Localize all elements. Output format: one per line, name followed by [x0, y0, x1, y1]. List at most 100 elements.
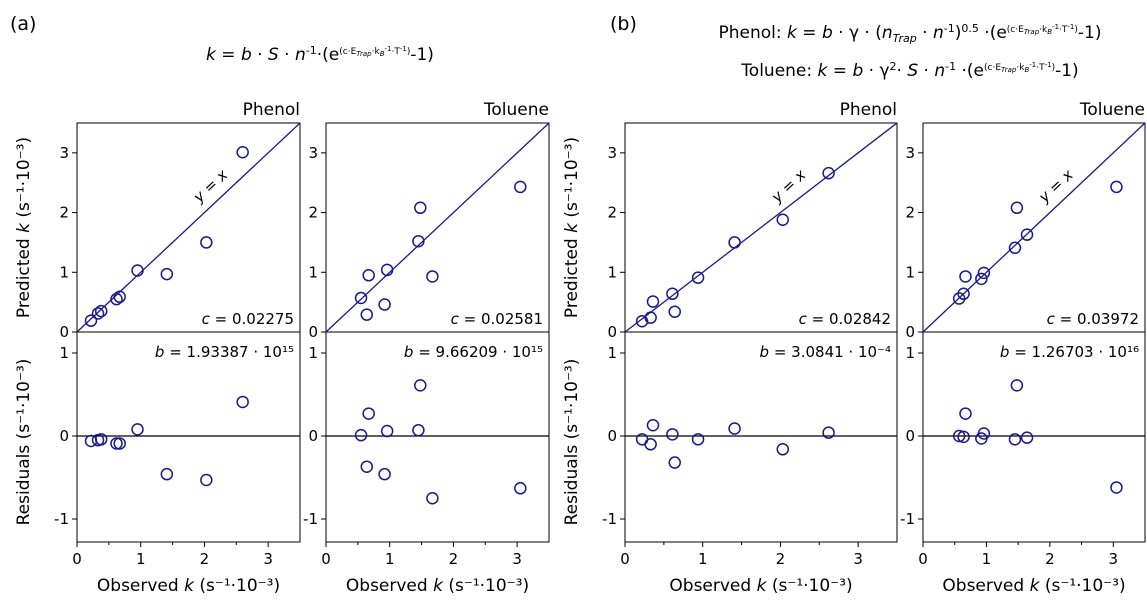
identity-line [922, 122, 1146, 333]
residual-point [728, 422, 741, 435]
equation: k = b · S · n-1·(e(c·ETrap·kB-1·T-1)-1) [206, 44, 434, 65]
residual-point [514, 482, 527, 495]
x-tick-label: 1 [385, 550, 395, 568]
predicted-point [1008, 241, 1022, 255]
y-tick-label: 1 [905, 344, 915, 362]
subplot-title: Phenol [243, 100, 300, 120]
subplot-a-toluene: Toluene c = 0.02581 b = 9.66209 · 10¹⁵ 0 1 2 3… [303, 100, 550, 596]
predicted-point [977, 266, 991, 280]
residual-point [360, 460, 374, 473]
y-tick-label: 1 [607, 344, 617, 362]
residual-point [362, 407, 375, 420]
y-tick-label: 0 [607, 427, 617, 445]
b-parameter-label: b = 9.66209 · 10¹⁵ [404, 343, 543, 361]
y-axis-label-residuals: Residuals (s⁻¹·10⁻³) [562, 359, 582, 526]
predicted-point [644, 311, 657, 324]
residual-point [94, 433, 108, 446]
y-tick-label: -1 [303, 510, 318, 528]
y-tick-label: 1 [59, 344, 69, 362]
predicted-point [666, 287, 679, 301]
residual-point [691, 433, 705, 446]
predicted-point [635, 315, 649, 328]
identity-line [325, 122, 550, 333]
predicted-point [412, 234, 425, 248]
x-tick-label: 2 [1045, 550, 1055, 568]
x-tick-label: 0 [321, 550, 331, 568]
residual-plot-frame [76, 331, 301, 543]
residual-point [414, 379, 427, 392]
predicted-point [360, 308, 374, 321]
residual-point [160, 467, 174, 481]
y-tick-label: 1 [308, 344, 318, 362]
y-tick-label: -1 [54, 510, 69, 528]
y-tick-label: 0 [59, 323, 69, 341]
equation: Toluene: k = b · γ2· S · n-1 ·(e(c·ETrap… [740, 60, 1078, 81]
y-tick-label: -1 [900, 510, 915, 528]
y-tick-label: 3 [607, 144, 617, 162]
predicted-point [236, 146, 249, 159]
y-tick-label: 3 [905, 144, 915, 162]
predicted-point [110, 292, 123, 306]
predicted-point [975, 272, 988, 286]
residual-point [131, 423, 144, 436]
y-tick-label: 0 [905, 427, 915, 445]
x-axis-label: Observed k (s⁻¹·10⁻³) [346, 576, 529, 596]
x-tick-label: 2 [449, 550, 459, 568]
y-tick-label: 2 [607, 204, 617, 222]
x-tick-label: 3 [1109, 550, 1119, 568]
c-parameter-label: c = 0.03972 [1047, 310, 1139, 328]
residual-point [977, 427, 991, 440]
predicted-point [200, 236, 213, 249]
y-tick-label: 2 [308, 204, 318, 222]
residual-point [426, 492, 439, 505]
residual-plot-frame [325, 331, 550, 543]
predicted-point [957, 287, 970, 301]
subplot-a-phenol: Phenol y = x c = 0.02275 b = 1.93387 · 10¹⁵… [14, 100, 301, 596]
predicted-point [113, 290, 126, 304]
predicted-point [668, 305, 681, 318]
predicted-point [426, 270, 439, 283]
predicted-point [1010, 201, 1024, 215]
c-parameter-label: c = 0.02842 [799, 310, 891, 328]
y-tick-label: 1 [308, 263, 318, 281]
subplot-title: Toluene [483, 100, 549, 120]
identity-line-label: y = x [767, 166, 809, 207]
residual-point [957, 430, 970, 444]
y-axis-label-predicted: Predicted k (s⁻¹·10⁻³) [14, 137, 34, 318]
residual-point [668, 456, 681, 469]
residual-point [380, 424, 394, 438]
residual-point [666, 428, 679, 441]
y-axis-label-predicted: Predicted k (s⁻¹·10⁻³) [562, 137, 582, 318]
x-axis-label: Observed k (s⁻¹·10⁻³) [669, 576, 852, 596]
identity-line-label: y = x [189, 166, 231, 207]
c-parameter-label: c = 0.02275 [202, 310, 294, 328]
predicted-point [380, 263, 394, 277]
predicted-point [691, 271, 705, 284]
y-tick-label: 0 [308, 323, 318, 341]
y-tick-label: 1 [607, 263, 617, 281]
y-tick-label: 2 [905, 204, 915, 222]
predicted-point [822, 166, 835, 180]
x-tick-label: 0 [72, 550, 82, 568]
y-tick-label: 3 [59, 144, 69, 162]
predicted-point [84, 314, 98, 327]
subplot-b-toluene: Toluene y = x c = 0.03972 b = 1.26703 · 10¹… [900, 100, 1146, 596]
equation: Phenol: k = b · γ · (nTrap · n-1)0.5 ·(e… [719, 22, 1102, 45]
predicted-point [1110, 180, 1123, 194]
x-tick-label: 3 [853, 550, 863, 568]
y-tick-label: 2 [59, 204, 69, 222]
subplot-title: Toluene [1079, 100, 1145, 120]
y-tick-label: 0 [905, 323, 915, 341]
x-tick-label: 1 [698, 550, 708, 568]
residual-point [1008, 433, 1022, 446]
residual-point [776, 443, 790, 456]
residual-point [952, 429, 966, 443]
subplot-b-phenol: Phenol y = x c = 0.02842 b = 3.0841 · 10⁻⁴ 0… [562, 100, 898, 596]
predicted-point [378, 298, 391, 311]
y-axis-label-residuals: Residuals (s⁻¹·10⁻³) [14, 359, 34, 526]
predicted-point [160, 267, 174, 281]
b-parameter-label: b = 3.0841 · 10⁻⁴ [760, 343, 891, 361]
panel-label: (b) [610, 13, 637, 35]
y-tick-label: 0 [607, 323, 617, 341]
y-tick-label: -1 [602, 510, 617, 528]
